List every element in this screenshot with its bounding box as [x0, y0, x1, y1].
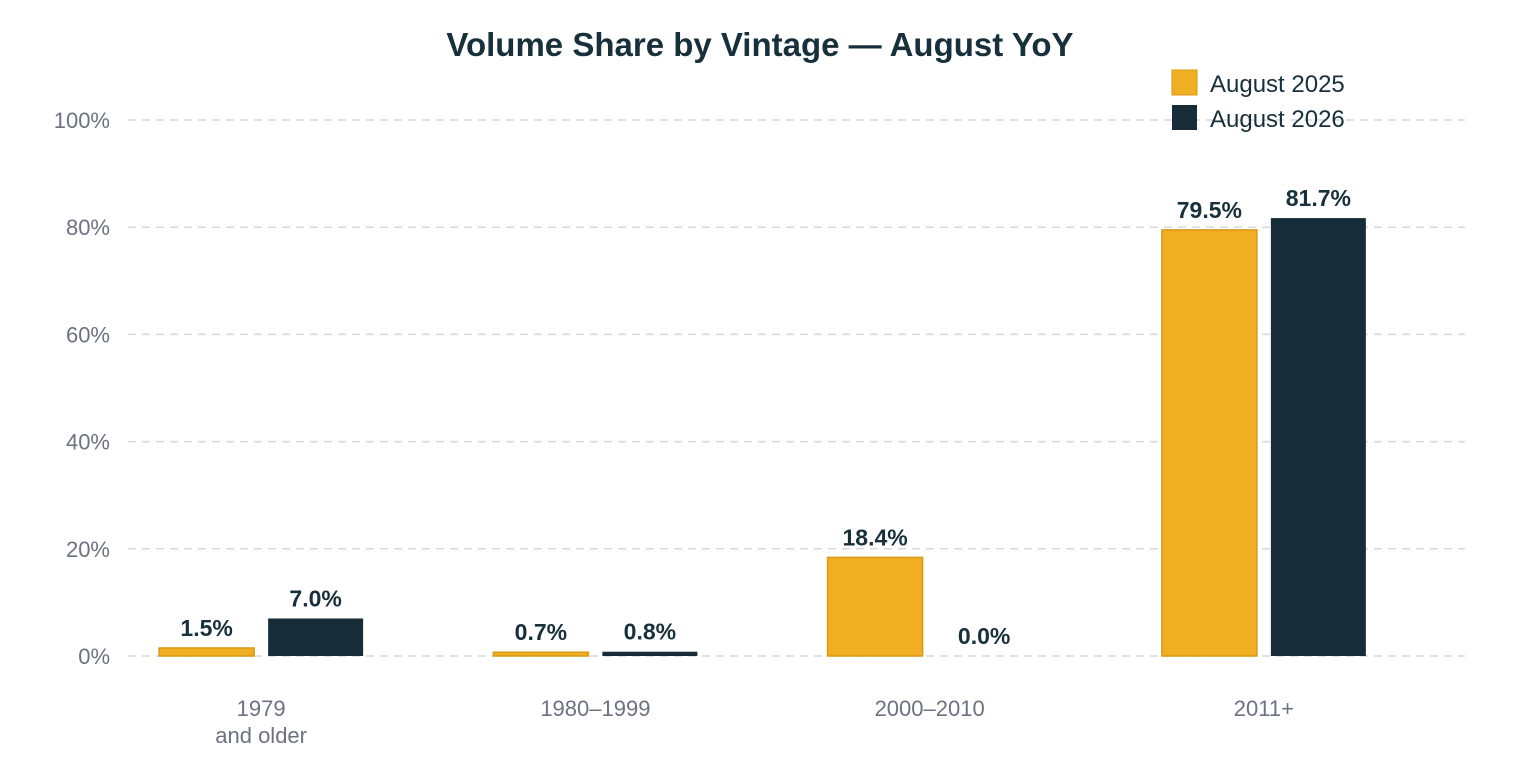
y-tick-label: 20%: [66, 537, 110, 562]
data-label-august-2025-1980-1999: 0.7%: [515, 619, 567, 645]
x-tick-label: 2011+: [1234, 696, 1294, 721]
data-label-august-2025-2000-2010: 18.4%: [843, 524, 908, 550]
legend-label-august-2026: August 2026: [1210, 106, 1345, 133]
y-tick-label: 80%: [66, 215, 110, 240]
chart-title: Volume Share by Vintage — August YoY: [446, 26, 1073, 63]
data-label-august-2026-1980-1999: 0.8%: [624, 619, 676, 645]
y-tick-label: 0%: [78, 644, 110, 669]
bar-august-2025-1980-1999: [492, 651, 590, 657]
bar-august-2025-1979-and-older: [158, 647, 255, 657]
y-tick-label: 40%: [66, 430, 110, 455]
bar-august-2025-2011: [1161, 229, 1258, 657]
bar-august-2026-1980-1999: [602, 651, 698, 656]
x-tick-label: 1979 and older: [215, 696, 307, 748]
bar-august-2026-2011: [1270, 218, 1366, 656]
y-tick-label: 60%: [66, 322, 110, 347]
gridlines: [128, 119, 1465, 657]
data-label-august-2025-1979-and-older: 1.5%: [180, 615, 232, 641]
data-label-august-2026-2000-2010: 0.0%: [958, 623, 1010, 649]
data-labels: 1.5% 7.0% 0.7% 0.8% 18.4% 0.0% 79.5% 81.7%: [180, 185, 1351, 649]
y-axis: 0% 20% 40% 60% 80% 100%: [54, 108, 110, 669]
bar-august-2026-1979-and-older: [268, 618, 364, 656]
legend-swatch-august-2025: [1171, 69, 1198, 96]
legend: August 2025 August 2026: [1171, 69, 1345, 133]
legend-swatch-august-2026: [1172, 105, 1197, 130]
x-tick-label: 2000–2010: [875, 696, 985, 721]
y-tick-label: 100%: [54, 108, 110, 133]
bar-august-2025-2000-2010: [826, 556, 924, 657]
x-tick-label: 1980–1999: [540, 696, 650, 721]
data-label-august-2025-2011: 79.5%: [1177, 197, 1242, 223]
bars: [158, 218, 1366, 657]
data-label-august-2026-2011: 81.7%: [1286, 185, 1351, 211]
x-axis: 1979 and older 1980–1999 2000–2010 2011+: [215, 696, 1294, 748]
data-label-august-2026-1979-and-older: 7.0%: [289, 585, 341, 611]
legend-label-august-2025: August 2025: [1210, 71, 1345, 98]
